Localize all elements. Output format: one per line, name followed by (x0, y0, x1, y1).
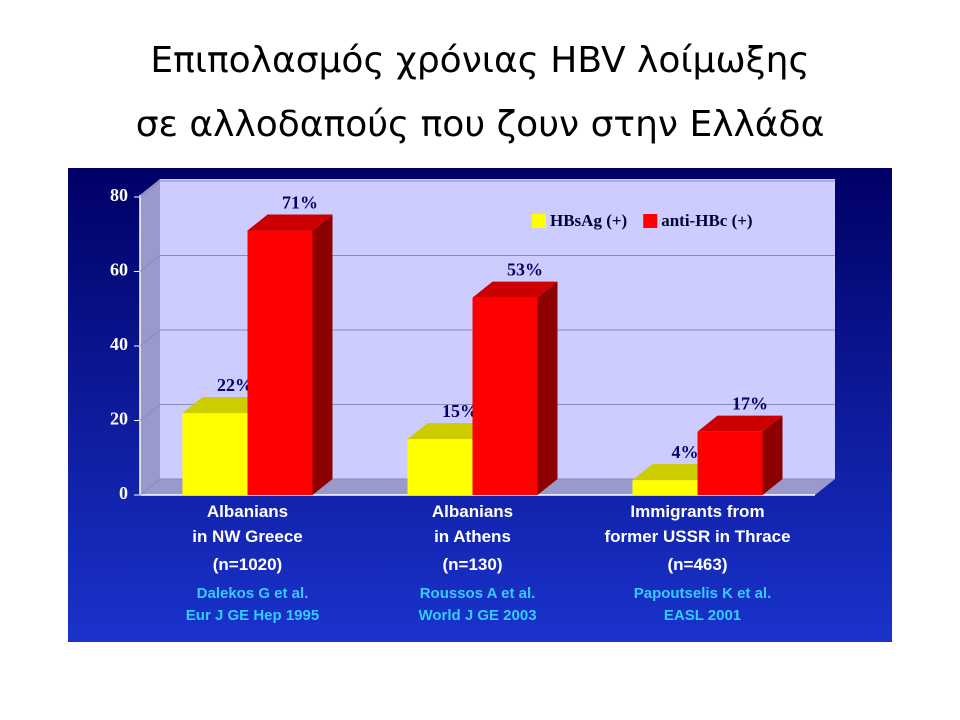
bar (697, 431, 763, 495)
sample-size: (n=130) (443, 555, 503, 574)
value-label: 53% (507, 260, 543, 280)
legend-label: HBsAg (+) (550, 211, 627, 230)
citation: Eur J GE Hep 1995 (186, 607, 319, 624)
bar-top (472, 281, 558, 298)
value-label: 22% (217, 375, 253, 395)
category-label: Immigrants from (630, 502, 764, 521)
grid-line (139, 180, 835, 198)
bar-side (312, 214, 333, 495)
y-tick-label: 40 (110, 334, 128, 354)
bar (247, 230, 313, 495)
citation: EASL 2001 (664, 607, 741, 624)
grid-line (139, 478, 835, 496)
category-label: Albanians (432, 502, 513, 521)
y-tick-label: 20 (110, 409, 128, 429)
citation: Papoutselis K et al. (634, 585, 772, 602)
slide-title: σε αλλοδαπούς που ζουν στην Ελλάδα (136, 104, 825, 145)
bar (632, 480, 698, 495)
side-wall (140, 179, 160, 495)
grid-line (139, 329, 835, 347)
bar-side (762, 415, 783, 495)
bar-top (697, 415, 783, 432)
grid-line (139, 404, 835, 421)
legend-label: anti-HBc (+) (661, 211, 752, 230)
category-label: former USSR in Thrace (604, 527, 790, 546)
y-tick-label: 0 (119, 483, 128, 503)
category-label: Albanians (207, 502, 288, 521)
value-label: 17% (732, 394, 768, 414)
citation: Roussos A et al. (420, 585, 536, 602)
category-label: in NW Greece (192, 527, 303, 546)
value-label: 71% (282, 193, 318, 213)
y-tick-label: 60 (110, 260, 128, 280)
slide-title: Επιπολασμός χρόνιας HBV λοίμωξης (150, 40, 809, 81)
bar (472, 297, 538, 495)
bar-top (407, 423, 493, 440)
value-label: 4% (672, 442, 699, 462)
bar-top (247, 214, 333, 231)
citation: Dalekos G et al. (197, 585, 309, 602)
bar-side (537, 281, 558, 495)
bar-top (182, 397, 268, 414)
bar-top (632, 464, 718, 481)
category-label: in Athens (434, 527, 511, 546)
bar (182, 413, 248, 495)
plot: 0 20 40 60 80 22% 71% Albanians in NW Greece (n=1… (110, 179, 835, 624)
y-tick-label: 80 (110, 185, 128, 205)
bar (407, 439, 473, 495)
legend-swatch (643, 214, 658, 228)
citation: World J GE 2003 (418, 607, 536, 624)
grid-line (139, 255, 835, 272)
sample-size: (n=1020) (213, 555, 282, 574)
legend-swatch (532, 214, 546, 228)
value-label: 15% (442, 401, 478, 421)
sample-size: (n=463) (668, 555, 728, 574)
